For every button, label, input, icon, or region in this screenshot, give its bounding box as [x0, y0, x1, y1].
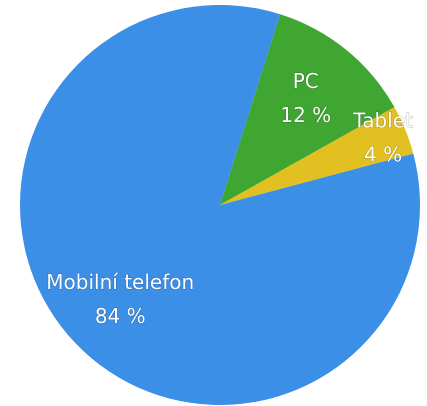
pie-slice — [220, 14, 395, 206]
slice-label: PC — [293, 69, 319, 93]
slice-label: Mobilní telefon — [46, 270, 194, 294]
slice-value-label: 4 % — [364, 142, 402, 166]
pie-slice — [220, 107, 414, 205]
slice-value-label: 12 % — [280, 103, 331, 127]
pie-slice — [19, 4, 421, 406]
slice-label: Tablet — [352, 108, 413, 132]
slice-value-label: 84 % — [95, 304, 146, 328]
